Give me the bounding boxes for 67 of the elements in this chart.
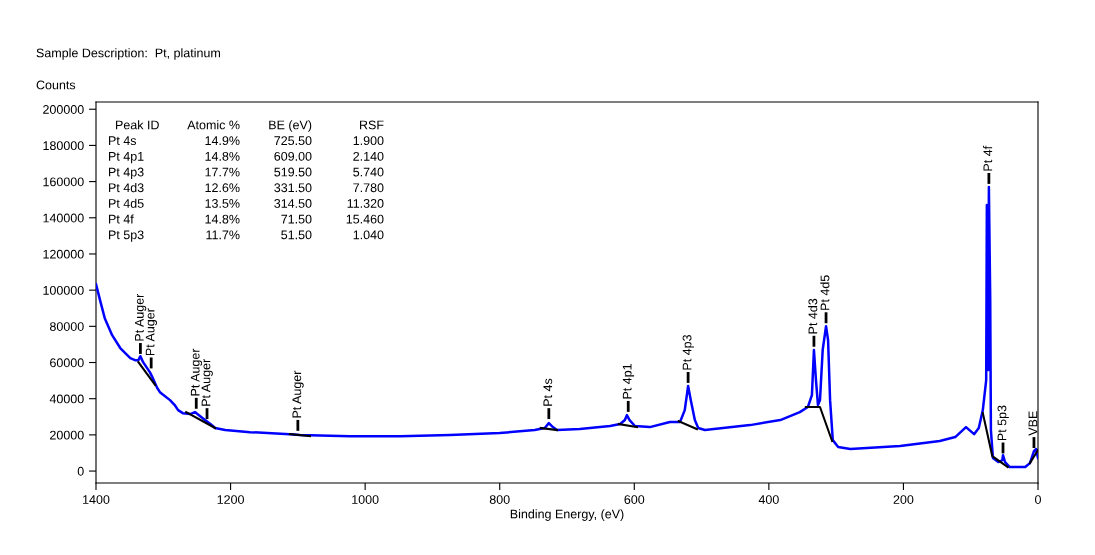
annotation: Pt 4p3	[109, 167, 144, 179]
annotation: 519.50	[274, 167, 312, 177]
x-axis-title: Binding Energy, (eV)	[510, 509, 624, 521]
annotation: 331.50	[274, 183, 312, 193]
y-tick-label: 100000	[43, 285, 84, 295]
annotation: 71.50	[281, 214, 312, 224]
annotation: Pt 4p1	[109, 152, 144, 164]
annotation: 314.50	[274, 199, 312, 208]
annotation: Atomic %	[187, 120, 240, 130]
annotation: Peak ID	[116, 120, 159, 130]
annotation: 11.7%	[206, 230, 240, 240]
annotation: Pt Auger	[145, 308, 157, 356]
annotation: Pt Auger	[135, 293, 147, 341]
x-tick-label: 1200	[217, 495, 244, 504]
y-tick-label: 140000	[43, 213, 84, 223]
annotation: VBE	[1028, 411, 1038, 436]
y-tick-label: 160000	[43, 177, 84, 187]
y-tick-label: 20000	[50, 430, 84, 440]
annotation: 1.040	[353, 230, 384, 240]
y-tick-label: 0	[77, 466, 84, 476]
annotation: Pt 4s	[543, 378, 553, 406]
annotation: 17.7%	[205, 167, 240, 177]
annotation: Pt 4p1	[622, 364, 635, 399]
annotation: 15.460	[346, 214, 384, 224]
annotation: Pt 4s	[109, 136, 137, 146]
annotation: 14.8%	[205, 151, 240, 161]
annotation: Pt 4p3	[682, 335, 694, 370]
y-tick-label: 40000	[49, 394, 84, 404]
annotation: 7.780	[353, 183, 384, 193]
x-tick-label: 600	[624, 495, 645, 504]
annotation: Pt 4f	[109, 214, 134, 224]
annotation: 14.9%	[205, 136, 240, 146]
annotation: 14.8%	[205, 214, 240, 224]
annotation: 609.00	[274, 151, 312, 161]
annotation: Pt 4d3	[808, 298, 818, 334]
x-tick-label: 1400	[83, 495, 110, 504]
annotation: 725.50	[274, 136, 312, 146]
chart-title: Sample Description: Pt, platinum	[36, 48, 220, 60]
x-tick-label: 1000	[352, 495, 379, 504]
annotation: 13.5%	[205, 199, 240, 208]
annotation: RSF	[360, 120, 384, 130]
y-tick-label: 200000	[43, 105, 84, 114]
y-tick-label: 80000	[49, 322, 84, 331]
annotation: Pt 4f	[983, 145, 993, 171]
annotation: 51.50	[281, 230, 312, 240]
y-tick-label: 180000	[43, 141, 84, 151]
x-tick-label: 400	[758, 495, 779, 504]
y-tick-label: 60000	[50, 358, 84, 368]
annotation: 1.900	[353, 136, 384, 146]
annotation: 11.320	[347, 199, 384, 208]
annotation: Pt 4d5	[820, 275, 830, 310]
annotation: Pt 4d5	[109, 198, 144, 208]
annotation: Pt 5p3	[997, 405, 1009, 441]
y-axis-title: Counts	[36, 80, 76, 90]
annotation: 5.740	[353, 167, 384, 177]
annotation: Pt Auger	[292, 370, 304, 418]
y-tick-label: 120000	[43, 249, 84, 259]
x-tick-label: 800	[489, 495, 510, 504]
annotation: Pt 5p3	[109, 230, 144, 242]
x-tick-label: 0	[1035, 495, 1041, 504]
x-tick-label: 200	[893, 495, 914, 504]
annotation: Pt 4d3	[109, 182, 144, 193]
annotation: 12.6%	[205, 183, 240, 193]
line-series	[96, 185, 1038, 469]
annotation: 2.140	[353, 151, 384, 161]
annotation: Pt Auger	[201, 359, 213, 406]
annotation: BE (eV)	[269, 120, 312, 132]
